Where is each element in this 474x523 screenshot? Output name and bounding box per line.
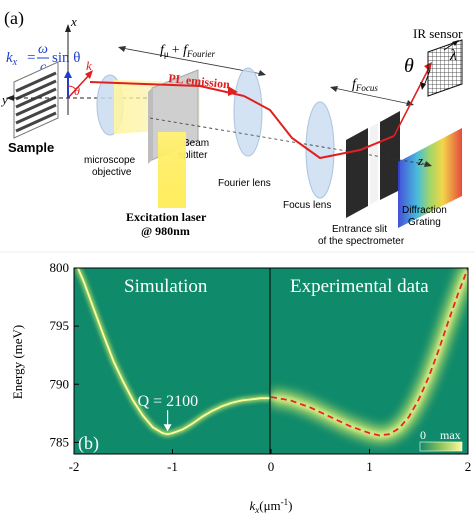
panel-a-label: (a) (4, 8, 24, 29)
f-focus-label: fFocus (352, 77, 378, 93)
sample-label: Sample (8, 140, 54, 155)
kx-c: c (40, 60, 47, 75)
y-axis-title: Energy (meV) (10, 325, 25, 399)
y-tick-label: 790 (50, 376, 70, 391)
ir-sensor (420, 39, 463, 97)
slit-label: Entrance slit of the spectrometer (318, 224, 405, 247)
pl-emission-arrow (228, 86, 238, 96)
x-tick-label: 0 (268, 459, 275, 474)
panel-a: (a) kx = ω c sin θ Sample (0, 8, 463, 247)
pl-emission-label: PL emission (168, 71, 231, 91)
x-axis-title: kx(μm-1) (249, 497, 292, 515)
x-tick-label: 2 (465, 459, 472, 474)
optical-axis (149, 117, 431, 166)
excitation-laser-label: Excitation laser @ 980nm (126, 210, 207, 238)
kx-omega: ω (38, 42, 48, 57)
ir-sensor-label: IR sensor (413, 26, 463, 41)
k-vector-label: k (86, 58, 92, 73)
objective-label: microscope objective (84, 155, 136, 178)
fitted-dispersion-dashed (270, 268, 468, 437)
focus-lens (305, 101, 335, 199)
sample-illustration (13, 61, 59, 139)
y-tick-label: 800 (50, 260, 70, 275)
panel-b: Simulation Experimental data (b) Q = 210… (10, 260, 471, 515)
simulation-band (77, 268, 270, 436)
f-sum-dimension (118, 46, 266, 76)
colorbar (419, 441, 463, 452)
fourier-lens-label: Fourier lens (218, 178, 271, 189)
fourier-lens (233, 67, 263, 157)
y-tick-label: 785 (50, 434, 70, 449)
excitation-laser-beam (158, 132, 186, 208)
sensor-lambda-label: λ (449, 47, 457, 64)
axis-z-label: z (417, 153, 423, 168)
diffraction-grating (398, 128, 462, 228)
colorbar-max-label: max (440, 428, 461, 442)
experimental-title: Experimental data (290, 276, 429, 297)
kx-eq: = (27, 50, 35, 66)
x-tick-label: -1 (167, 459, 178, 474)
beam-splitter-label: Beam splitter (178, 138, 209, 161)
x-axis-ticks: -2 -1 0 1 2 (69, 449, 472, 474)
x-tick-label: 1 (366, 459, 373, 474)
f-focus-dimension (330, 86, 414, 106)
axis-y-label: y (0, 92, 8, 107)
entrance-slit (346, 111, 400, 218)
focus-lens-label: Focus lens (283, 200, 331, 211)
y-axis-ticks: 785 790 795 800 (50, 260, 79, 449)
axis-x-label: x (70, 14, 77, 29)
q-annotation: Q = 2100 (138, 393, 199, 410)
f-sum-label: fμ + fFourier (160, 43, 216, 59)
sensor-theta-label: θ (404, 55, 414, 77)
simulation-title: Simulation (124, 276, 208, 297)
panel-b-label: (b) (78, 433, 99, 454)
k-vector (64, 70, 93, 99)
kx-formula: kx = ω c sin θ (6, 42, 80, 75)
theta-label: θ (74, 84, 80, 98)
y-tick-label: 795 (50, 318, 70, 333)
kx-sin: sin θ (52, 50, 80, 66)
colorbar-min-label: 0 (420, 428, 426, 442)
x-tick-label: -2 (69, 459, 80, 474)
q-annotation-arrowhead (163, 424, 172, 432)
grating-label: Diffraction Grating (402, 205, 447, 228)
kx-lhs: kx (6, 50, 18, 68)
